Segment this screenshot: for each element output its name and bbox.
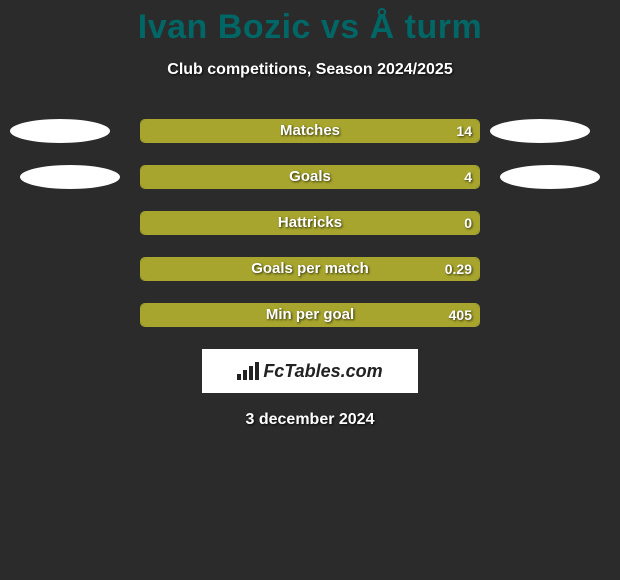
stat-row: Hattricks0 — [0, 199, 620, 245]
stat-rows: Matches14Goals4Hattricks0Goals per match… — [0, 107, 620, 337]
stat-row: Min per goal405 — [0, 291, 620, 337]
stat-bar-fill-right — [140, 258, 479, 280]
stat-bar — [140, 119, 480, 143]
stat-row: Goals4 — [0, 153, 620, 199]
stat-bar — [140, 165, 480, 189]
left-ellipse — [10, 119, 110, 143]
stat-bar-fill-right — [140, 212, 479, 234]
page-title: Ivan Bozic vs Å turm — [0, 0, 620, 47]
logo-text: FcTables.com — [263, 361, 382, 382]
page-subtitle: Club competitions, Season 2024/2025 — [0, 61, 620, 79]
stat-bar — [140, 303, 480, 327]
stat-row: Matches14 — [0, 107, 620, 153]
stat-bar-fill-right — [140, 166, 479, 188]
bars-icon — [237, 362, 259, 380]
stat-bar — [140, 257, 480, 281]
left-ellipse — [20, 165, 120, 189]
date-text: 3 december 2024 — [0, 411, 620, 429]
stat-row: Goals per match0.29 — [0, 245, 620, 291]
stat-bar-fill-right — [140, 304, 479, 326]
logo: FcTables.com — [237, 361, 382, 382]
stat-bar — [140, 211, 480, 235]
stat-bar-fill-right — [140, 120, 479, 142]
right-ellipse — [490, 119, 590, 143]
logo-box: FcTables.com — [202, 349, 418, 393]
right-ellipse — [500, 165, 600, 189]
